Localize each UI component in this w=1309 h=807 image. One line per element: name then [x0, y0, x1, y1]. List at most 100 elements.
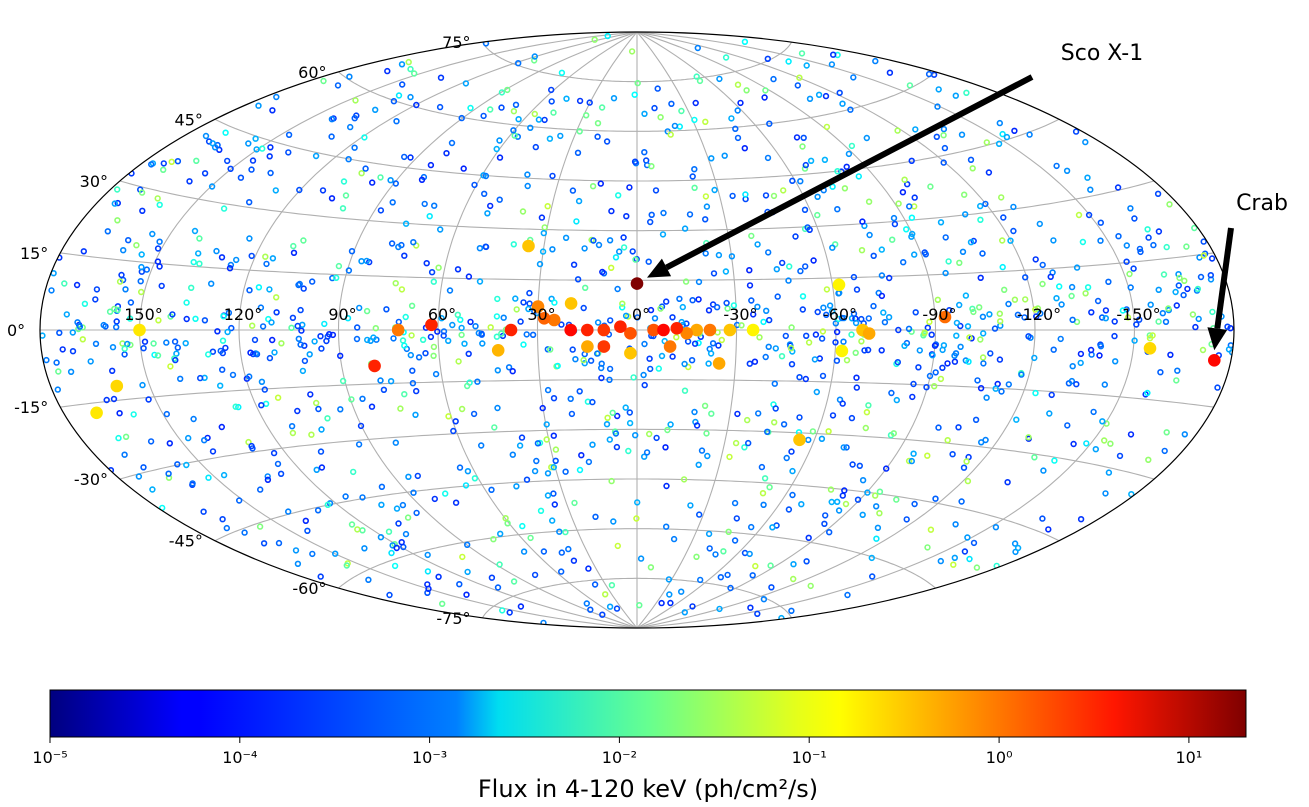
faint-source-marker [999, 263, 1006, 271]
faint-source-marker [1131, 215, 1138, 222]
faint-source-marker [412, 411, 419, 418]
faint-source-marker [339, 205, 347, 212]
faint-source-marker [550, 490, 557, 497]
faint-source-marker [894, 127, 901, 134]
faint-source-marker [1036, 220, 1044, 228]
bright-source-marker [647, 323, 660, 337]
faint-source-marker [986, 311, 993, 318]
faint-source-marker [563, 95, 570, 102]
faint-source-marker [957, 322, 964, 330]
faint-source-marker [40, 332, 46, 339]
faint-source-marker [1123, 242, 1131, 249]
faint-source-marker [722, 54, 730, 61]
faint-source-marker [713, 304, 721, 311]
faint-source-marker [967, 239, 975, 246]
faint-source-marker [1107, 440, 1114, 447]
faint-source-marker [802, 332, 810, 339]
grid-meridian [636, 32, 1036, 628]
faint-source-marker [614, 192, 622, 199]
faint-source-marker [687, 502, 694, 509]
faint-source-marker [413, 387, 420, 395]
faint-source-marker [872, 57, 879, 65]
faint-source-marker [778, 353, 786, 360]
faint-source-marker [908, 157, 915, 165]
faint-source-marker [1157, 369, 1164, 376]
faint-source-marker [538, 214, 546, 221]
faint-source-marker [723, 299, 730, 307]
faint-source-marker [363, 307, 371, 315]
bright-source-marker [597, 340, 611, 353]
faint-source-marker [659, 231, 667, 238]
faint-source-marker [934, 296, 941, 303]
faint-source-marker [741, 38, 749, 45]
faint-source-marker [1184, 285, 1191, 293]
faint-source-marker [209, 348, 217, 355]
faint-source-marker [496, 561, 503, 568]
faint-source-marker [248, 166, 255, 173]
faint-source-marker [1057, 335, 1064, 343]
faint-source-marker [797, 178, 804, 185]
faint-source-marker [874, 524, 882, 531]
faint-source-marker [574, 149, 582, 157]
faint-source-marker [606, 237, 614, 244]
faint-source-marker [805, 436, 812, 444]
faint-source-marker [361, 545, 368, 552]
faint-source-marker [681, 387, 689, 394]
faint-source-marker [103, 396, 110, 404]
faint-source-marker [864, 489, 871, 496]
faint-source-marker [665, 576, 673, 583]
faint-source-marker [789, 467, 796, 475]
faint-source-marker [924, 452, 931, 459]
faint-source-marker [806, 95, 814, 103]
faint-source-marker [80, 248, 88, 255]
faint-source-marker [510, 107, 518, 115]
faint-source-marker [1163, 243, 1170, 251]
faint-source-marker [463, 591, 470, 598]
faint-source-marker [372, 106, 379, 114]
faint-source-marker [746, 550, 753, 558]
faint-source-marker [402, 530, 410, 538]
faint-source-marker [498, 104, 505, 111]
faint-source-marker [833, 328, 841, 336]
faint-source-marker [344, 315, 352, 322]
faint-source-marker [1127, 205, 1134, 212]
faint-source-marker [537, 507, 545, 514]
faint-source-marker [861, 347, 868, 354]
faint-source-marker [547, 86, 555, 94]
latitude-tick-label: 75° [442, 33, 470, 52]
faint-source-marker [1192, 323, 1199, 331]
faint-source-marker [1072, 128, 1080, 135]
grid-meridian [636, 32, 937, 628]
faint-source-marker [510, 241, 517, 248]
faint-source-marker [916, 347, 923, 354]
faint-source-marker [262, 253, 269, 260]
faint-source-marker [646, 365, 654, 373]
faint-source-marker [603, 421, 611, 428]
faint-source-marker [903, 516, 910, 523]
faint-source-marker [976, 202, 984, 210]
faint-source-marker [928, 331, 935, 338]
bright-source-marker [862, 327, 876, 340]
faint-source-marker [273, 93, 280, 101]
faint-source-marker [531, 467, 539, 475]
faint-source-marker [253, 146, 260, 153]
faint-source-marker [746, 267, 753, 274]
faint-source-marker [1102, 307, 1110, 314]
faint-source-marker [229, 371, 237, 379]
faint-source-marker [401, 153, 408, 161]
faint-source-marker [391, 562, 399, 570]
colorbar-tick-label: 10⁻¹ [792, 748, 827, 767]
faint-source-marker [300, 237, 307, 244]
faint-source-marker [1147, 301, 1154, 308]
faint-source-marker [888, 389, 895, 397]
faint-source-marker [309, 278, 316, 285]
faint-source-marker [185, 434, 192, 442]
faint-source-marker [1116, 452, 1124, 460]
faint-source-marker [252, 135, 259, 142]
faint-source-marker [691, 340, 699, 347]
faint-source-marker [452, 418, 459, 425]
faint-source-marker [258, 378, 266, 385]
faint-source-marker [535, 116, 543, 123]
faint-source-marker [925, 70, 933, 78]
faint-source-marker [974, 377, 981, 384]
